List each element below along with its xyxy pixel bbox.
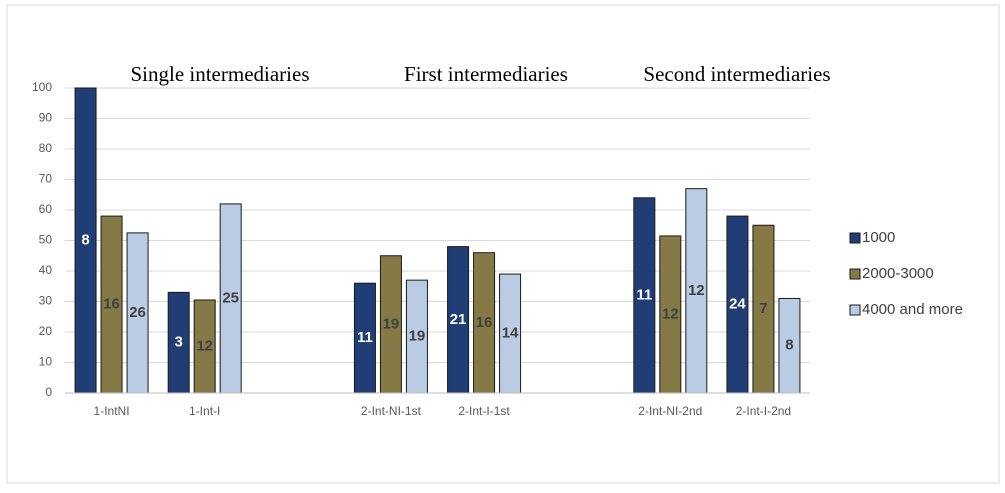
legend-swatch — [849, 304, 861, 316]
count-label: 12 — [688, 282, 705, 299]
legend-label: 1000 — [862, 229, 895, 246]
count-label: 7 — [759, 300, 767, 317]
legend-label: 4000 and more — [862, 301, 963, 318]
count-label: 14 — [502, 324, 519, 341]
y-tick-label: 70 — [39, 172, 53, 186]
y-tick-label: 10 — [39, 355, 53, 369]
count-label: 24 — [729, 296, 746, 313]
y-tick-label: 40 — [39, 263, 53, 277]
y-tick-label: 20 — [39, 324, 53, 338]
y-tick-label: 0 — [45, 385, 52, 399]
group-title: Single intermediaries — [130, 62, 309, 86]
x-tick-label: 2-Int-I-2nd — [736, 404, 791, 418]
chart-frame — [6, 4, 1000, 484]
x-tick-label: 2-Int-NI-2nd — [638, 404, 702, 418]
x-tick-label: 1-IntNI — [94, 404, 130, 418]
y-tick-label: 80 — [39, 141, 53, 155]
count-label: 25 — [222, 289, 239, 306]
legend-swatch — [849, 232, 861, 244]
count-label: 12 — [662, 305, 679, 322]
count-label: 19 — [383, 315, 400, 332]
y-tick-label: 60 — [39, 202, 53, 216]
count-label: 26 — [129, 304, 146, 321]
count-label: 11 — [636, 286, 652, 303]
x-tick-label: 2-Int-NI-1st — [361, 404, 422, 418]
count-label: 11 — [357, 329, 373, 346]
count-label: 16 — [103, 296, 120, 313]
x-tick-label: 2-Int-I-1st — [458, 404, 510, 418]
count-label: 8 — [785, 337, 793, 354]
group-title: Second intermediaries — [643, 62, 830, 86]
y-tick-label: 90 — [39, 111, 53, 125]
group-title: First intermediaries — [404, 62, 568, 86]
legend-swatch — [849, 268, 861, 280]
y-tick-label: 100 — [32, 80, 52, 94]
count-label: 12 — [196, 337, 213, 354]
count-label: 16 — [476, 314, 493, 331]
count-label: 3 — [175, 334, 183, 351]
y-tick-label: 50 — [39, 233, 53, 247]
y-tick-label: 30 — [39, 294, 53, 308]
legend-label: 2000-3000 — [862, 265, 934, 282]
count-label: 21 — [450, 311, 467, 328]
count-label: 19 — [409, 328, 426, 345]
count-label: 8 — [81, 231, 89, 248]
x-tick-label: 1-Int-I — [189, 404, 220, 418]
